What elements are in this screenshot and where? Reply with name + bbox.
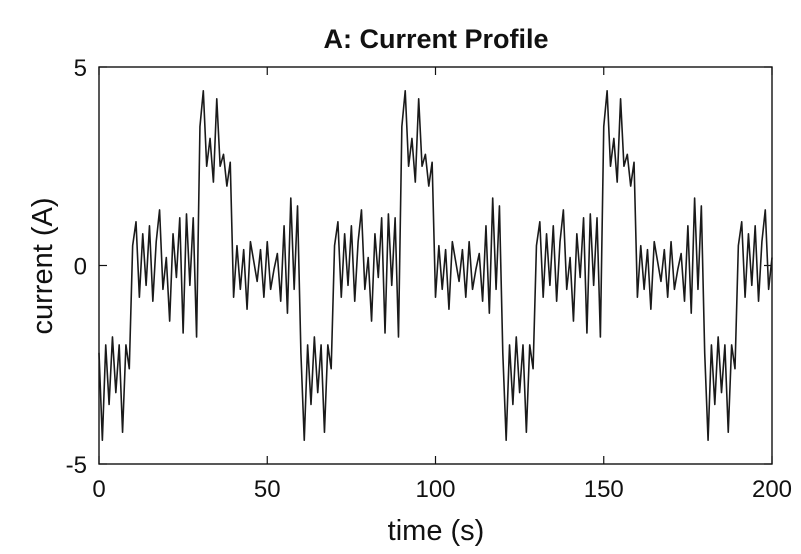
y-tick-label: -5 [66, 452, 87, 479]
x-tick-label: 150 [584, 476, 624, 503]
y-axis-ticks: -5 0 5 [66, 55, 772, 479]
x-tick-label: 200 [752, 476, 792, 503]
x-axis-label: time (s) [388, 515, 485, 547]
y-axis-label: current (A) [27, 198, 59, 335]
y-tick-label: 0 [74, 254, 87, 281]
chart-title: A: Current Profile [323, 24, 548, 54]
x-tick-label: 50 [254, 476, 281, 503]
x-tick-label: 0 [92, 476, 105, 503]
current-series-line [98, 90, 773, 441]
x-axis-ticks: 0 50 100 150 200 [92, 67, 792, 503]
x-tick-label: 100 [415, 476, 455, 503]
y-tick-label: 5 [74, 55, 87, 82]
